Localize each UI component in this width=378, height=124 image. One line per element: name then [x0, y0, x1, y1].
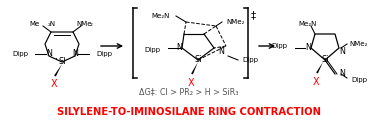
Text: SILYLENE-TO-IMINOSILANE RING CONTRACTION: SILYLENE-TO-IMINOSILANE RING CONTRACTION — [57, 107, 321, 117]
Text: ₂: ₂ — [90, 21, 93, 27]
Text: Dipp: Dipp — [96, 51, 112, 57]
Text: ·: · — [56, 54, 59, 64]
Text: ΔG‡: Cl > PR₂ > H > SiR₃: ΔG‡: Cl > PR₂ > H > SiR₃ — [139, 88, 239, 96]
Text: Dipp: Dipp — [271, 43, 287, 49]
Text: N: N — [176, 44, 182, 52]
Text: NMe₂: NMe₂ — [349, 41, 367, 47]
Text: X: X — [313, 77, 319, 87]
Text: X: X — [51, 79, 57, 89]
Text: Me: Me — [30, 21, 40, 27]
Text: N: N — [218, 46, 224, 56]
Text: Dipp: Dipp — [242, 57, 258, 63]
Text: ‡: ‡ — [251, 10, 256, 20]
Text: Me₂N: Me₂N — [152, 13, 170, 19]
Text: ₂N: ₂N — [48, 21, 56, 27]
Text: Si: Si — [194, 56, 202, 64]
Text: Dipp: Dipp — [12, 51, 28, 57]
Text: NMe: NMe — [76, 21, 91, 27]
Text: X: X — [188, 78, 194, 88]
Text: Dipp: Dipp — [351, 77, 367, 83]
Text: NMe₂: NMe₂ — [226, 19, 244, 25]
Polygon shape — [191, 62, 198, 74]
Text: N: N — [72, 48, 78, 58]
Text: N: N — [46, 48, 52, 58]
Text: Si: Si — [321, 56, 329, 64]
Text: Si: Si — [58, 58, 66, 66]
Text: N: N — [339, 47, 345, 57]
Polygon shape — [316, 62, 323, 74]
Text: Dipp: Dipp — [144, 47, 160, 53]
Text: ·: · — [64, 54, 67, 64]
Text: Me₂N: Me₂N — [299, 21, 317, 27]
Text: N: N — [305, 44, 311, 52]
Text: N: N — [339, 69, 345, 78]
Polygon shape — [54, 64, 62, 77]
